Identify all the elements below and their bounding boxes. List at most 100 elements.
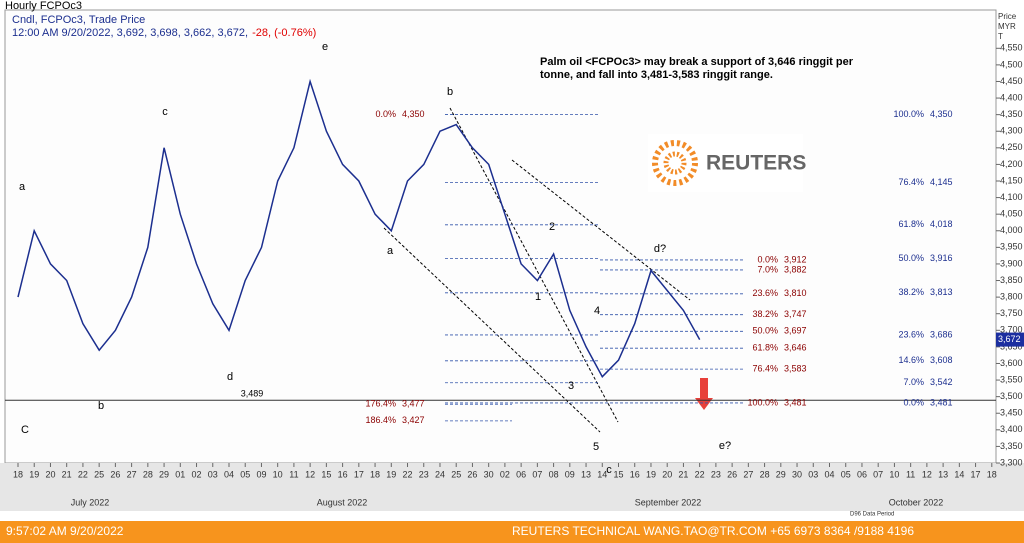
- footer-credit: REUTERS TECHNICAL WANG.TAO@TR.COM +65 69…: [512, 524, 914, 538]
- y-tick-label: 4,250: [1000, 142, 1023, 152]
- x-tick-label: 20: [662, 469, 672, 479]
- fib-price: 3,646: [784, 343, 807, 353]
- y-tick-label: 3,450: [1000, 408, 1023, 418]
- plot-area: [4, 9, 997, 464]
- y-tick-label: 4,550: [1000, 43, 1023, 53]
- channel-line: [449, 107, 619, 423]
- wave-label: C: [21, 424, 29, 436]
- x-tick-label: 03: [208, 469, 218, 479]
- x-tick-label: 04: [824, 469, 834, 479]
- y-tick-label: 4,200: [1000, 159, 1023, 169]
- fib-price: 3,608: [930, 355, 953, 365]
- change: -28, (-0.76%): [252, 27, 316, 39]
- wave-label: c: [162, 106, 168, 118]
- current-price-label: 3,672: [998, 334, 1021, 344]
- y-tick-label: 3,300: [1000, 457, 1023, 467]
- y-tick-label: 4,400: [1000, 92, 1023, 102]
- x-tick-label: 15: [321, 469, 331, 479]
- month-label: October 2022: [889, 497, 944, 507]
- fib-pct: 23.6%: [752, 288, 778, 298]
- x-tick-label: 12: [305, 469, 315, 479]
- x-tick-label: 16: [338, 469, 348, 479]
- x-tick-label: 18: [13, 469, 23, 479]
- x-tick-label: 08: [549, 469, 559, 479]
- wave-label: 1: [535, 291, 541, 303]
- fib-pct: 14.6%: [898, 355, 924, 365]
- logo-mark: [652, 140, 698, 186]
- y-tick-label: 3,600: [1000, 358, 1023, 368]
- x-tick-label: 14: [597, 469, 607, 479]
- x-tick-label: 26: [110, 469, 120, 479]
- x-tick-label: 26: [467, 469, 477, 479]
- y-tick-label: 3,950: [1000, 242, 1023, 252]
- x-tick-label: 03: [808, 469, 818, 479]
- fib-price: 3,481: [784, 397, 807, 407]
- y-tick-label: 3,900: [1000, 258, 1023, 268]
- y-tick-label: 4,350: [1000, 109, 1023, 119]
- x-tick-label: 07: [532, 469, 542, 479]
- fib-price: 4,350: [402, 109, 425, 119]
- y-tick-label: 4,050: [1000, 209, 1023, 219]
- x-tick-label: 18: [370, 469, 380, 479]
- fib-price: 3,810: [784, 288, 807, 298]
- y-tick-label: 3,700: [1000, 325, 1023, 335]
- x-tick-label: 23: [711, 469, 721, 479]
- fib-price: 3,912: [784, 254, 807, 264]
- x-tick-label: 14: [954, 469, 964, 479]
- y-tick-label: 4,450: [1000, 76, 1023, 86]
- x-tick-label: 22: [403, 469, 413, 479]
- x-tick-label: 16: [630, 469, 640, 479]
- x-tick-label: 05: [841, 469, 851, 479]
- x-tick-label: 12: [922, 469, 932, 479]
- x-tick-label: 17: [354, 469, 364, 479]
- footer-time: 9:57:02 AM 9/20/2022: [6, 524, 124, 538]
- wave-label: 2: [549, 221, 555, 233]
- y-tick-label: 3,550: [1000, 374, 1023, 384]
- fib-price: 3,747: [784, 309, 807, 319]
- wave-label: d: [227, 371, 233, 383]
- channel-line: [383, 227, 601, 433]
- fib-pct: 100.0%: [893, 109, 924, 119]
- x-tick-label: 06: [857, 469, 867, 479]
- x-tick-label: 13: [938, 469, 948, 479]
- y-tick-label: 3,800: [1000, 291, 1023, 301]
- chart-title: Hourly FCPOc3: [5, 0, 82, 12]
- support-label: 3,489: [241, 389, 264, 399]
- wave-label: b: [98, 400, 104, 412]
- x-tick-label: 09: [565, 469, 575, 479]
- fib-price: 4,350: [930, 109, 953, 119]
- wave-label: 3: [568, 380, 574, 392]
- x-tick-label: 01: [175, 469, 185, 479]
- x-tick-label: 24: [435, 469, 445, 479]
- fib-price: 3,583: [784, 363, 807, 373]
- footer-bar: [0, 521, 1024, 543]
- fib-pct: 0.0%: [757, 254, 778, 264]
- x-tick-label: 15: [614, 469, 624, 479]
- x-tick-label: 02: [192, 469, 202, 479]
- x-tick-label: 22: [695, 469, 705, 479]
- x-tick-label: 21: [678, 469, 688, 479]
- fib-price: 3,697: [784, 326, 807, 336]
- x-tick-label: 10: [273, 469, 283, 479]
- wave-label: e: [322, 41, 328, 53]
- x-tick-label: 07: [873, 469, 883, 479]
- y-tick-label: 3,500: [1000, 391, 1023, 401]
- fib-pct: 61.8%: [752, 343, 778, 353]
- note-box: Palm oil <FCPOc3> may break a support of…: [540, 56, 853, 81]
- fib-price: 3,686: [930, 329, 953, 339]
- fib-pct: 7.0%: [757, 264, 778, 274]
- x-tick-label: 17: [971, 469, 981, 479]
- fib-price: 3,477: [402, 399, 425, 409]
- x-tick-label: 11: [906, 469, 915, 479]
- channel-line: [511, 159, 691, 301]
- x-tick-label: 28: [143, 469, 153, 479]
- fib-pct: 186.4%: [365, 415, 396, 425]
- fib-pct: 0.0%: [903, 397, 924, 407]
- x-tick-label: 02: [500, 469, 510, 479]
- period-label: D96 Data Period: [850, 512, 894, 518]
- logo-text: REUTERS: [706, 152, 806, 175]
- y-tick-label: 4,300: [1000, 126, 1023, 136]
- wave-label: d?: [654, 243, 666, 255]
- x-tick-label: 21: [62, 469, 72, 479]
- x-tick-label: 30: [484, 469, 494, 479]
